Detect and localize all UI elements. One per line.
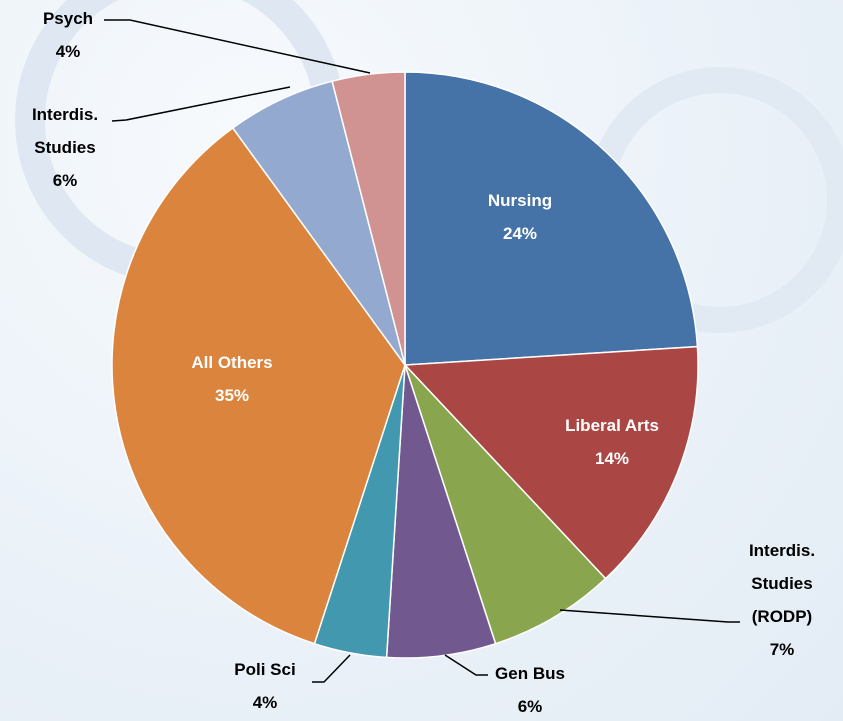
category-label: Liberal Arts [565,416,659,435]
value-label: 35% [214,386,250,405]
category-label: All Others [191,353,273,372]
leader-line [444,654,488,676]
category-label: Psych [42,9,94,28]
value-label: 6% [517,697,543,716]
pie-slice [111,126,406,645]
leader-line [312,654,351,683]
leader-line [104,19,371,74]
category-label: Interdis. Studies [31,105,99,157]
value-label: 4% [252,693,278,712]
category-label: Gen Bus [495,664,565,683]
leader-line [559,609,740,623]
slice-label: Nursing 24% [440,184,600,250]
category-label: Nursing [487,191,553,210]
pie-slice [404,71,699,366]
slice-label: Liberal Arts 14% [532,409,692,475]
slice-label: Poli Sci 4% [210,653,320,719]
value-label: 24% [502,224,538,243]
category-label: Interdis. Studies (RODP) [748,541,816,626]
value-label: 14% [594,449,630,468]
slice-label: All Others 35% [152,346,312,412]
pie-slice [403,345,699,580]
slice-label: Psych 4% [13,2,123,68]
pie-slice [404,364,607,645]
leader-line [111,86,291,122]
value-label: 7% [769,640,795,659]
slice-label: Interdis. Studies (RODP) 7% [727,534,837,666]
value-label: 6% [52,171,78,190]
category-label: Poli Sci [234,660,296,679]
slice-label: Interdis. Studies 6% [10,98,120,197]
slice-label: Gen Bus 6% [475,657,585,721]
value-label: 4% [55,42,81,61]
pie-slice [331,71,406,366]
